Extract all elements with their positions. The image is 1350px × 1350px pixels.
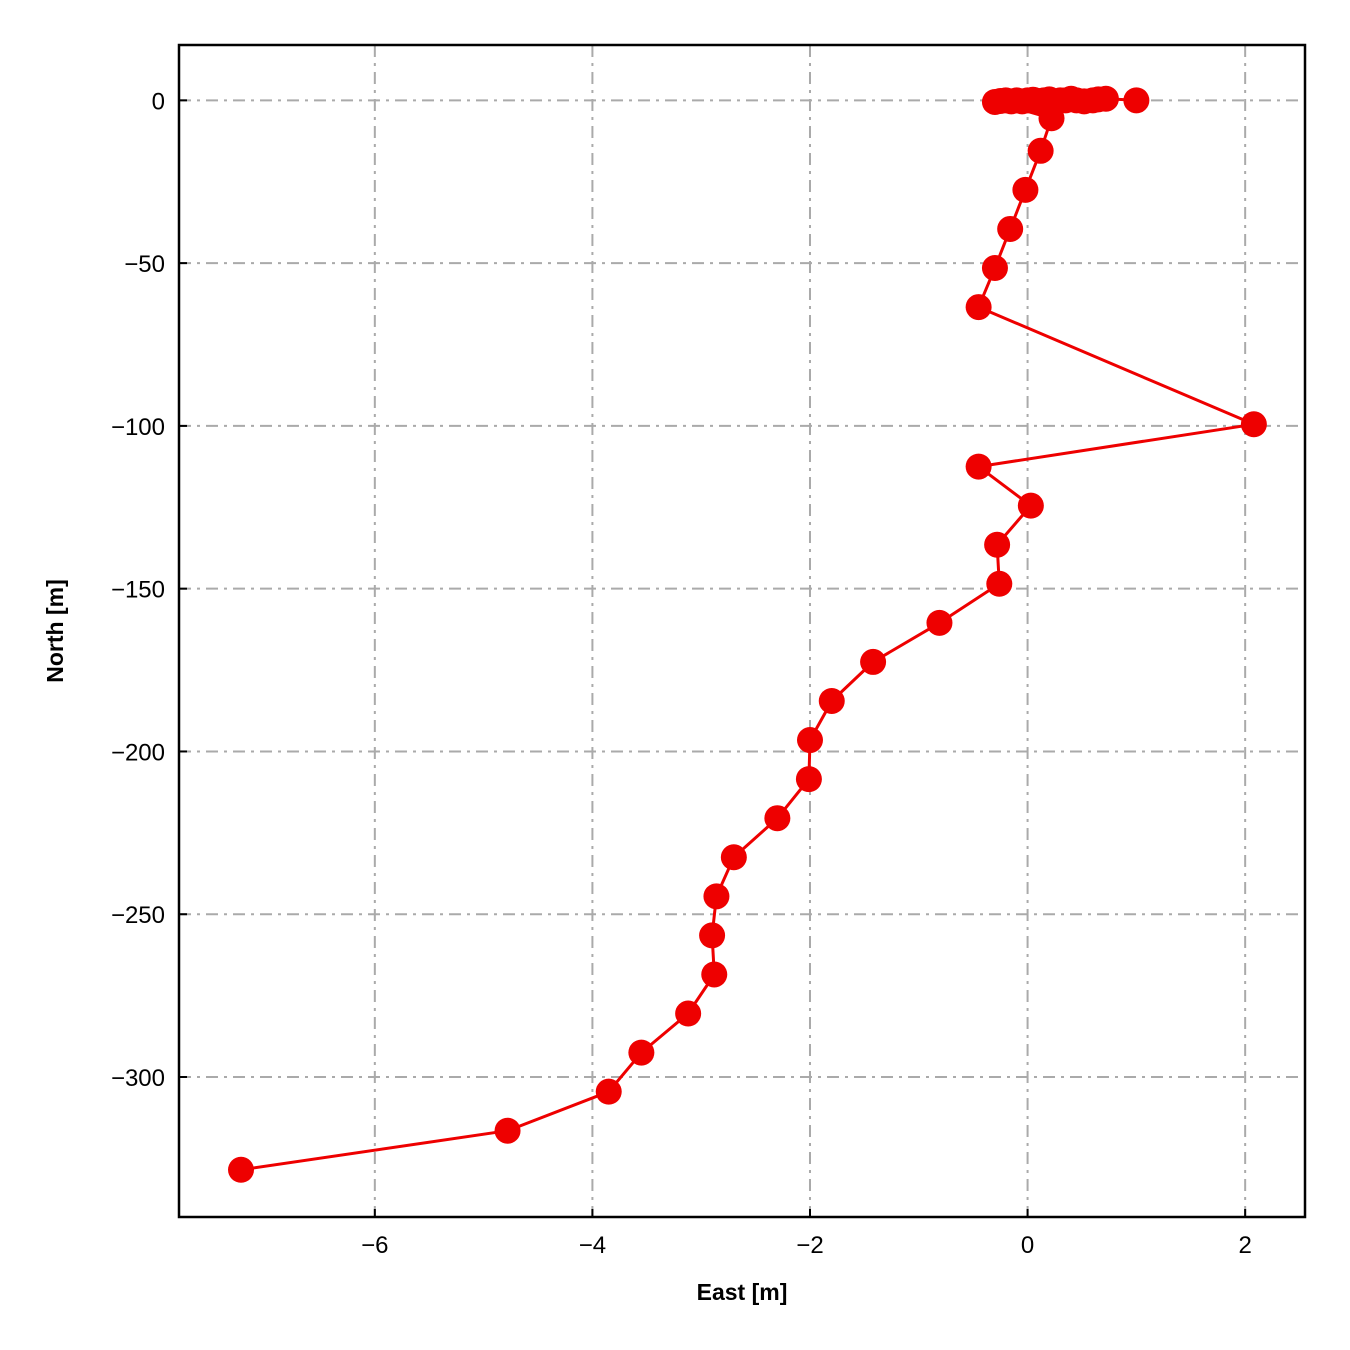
data-point	[1240, 411, 1267, 438]
data-point	[1012, 176, 1039, 203]
data-point	[997, 215, 1024, 242]
data-point	[818, 687, 845, 714]
data-point	[986, 570, 1013, 597]
data-point	[628, 1039, 655, 1066]
data-point	[1038, 105, 1065, 132]
data-point	[1017, 492, 1044, 519]
x-tick-label: −4	[579, 1232, 606, 1259]
data-point	[703, 883, 730, 910]
x-tick-label: 0	[1021, 1232, 1034, 1259]
data-point	[494, 1117, 521, 1144]
y-tick-label: −150	[111, 577, 165, 604]
x-axis-title: East [m]	[697, 1279, 788, 1305]
x-tick-label: −2	[796, 1232, 823, 1259]
series-line	[240, 97, 1256, 1172]
data-point	[228, 1156, 255, 1183]
data-point	[1123, 87, 1150, 114]
data-point	[981, 255, 1008, 282]
y-axis-title: North [m]	[42, 579, 68, 682]
data-point	[965, 294, 992, 321]
data-point	[595, 1078, 622, 1105]
data-point	[1027, 137, 1054, 164]
grid-lines	[179, 45, 1305, 1217]
x-tick-label: 2	[1238, 1232, 1251, 1259]
data-point	[699, 922, 726, 949]
y-tick-label: −250	[111, 902, 165, 929]
axis-ticks: −6 −4 −2 0 2 0 −50 −100 −150 −200 −250 −300	[111, 88, 1252, 1259]
data-point	[675, 1000, 702, 1027]
data-point	[860, 648, 887, 675]
data-point	[981, 88, 1008, 115]
y-tick-label: −100	[111, 414, 165, 441]
data-point	[796, 727, 823, 754]
data-point	[720, 844, 747, 871]
data-point	[701, 961, 728, 988]
data-point	[795, 766, 822, 793]
y-tick-label: −50	[124, 251, 165, 278]
y-tick-label: −300	[111, 1065, 165, 1092]
data-point	[984, 531, 1011, 558]
data-series	[228, 85, 1267, 1183]
data-point	[926, 609, 953, 636]
y-tick-label: 0	[152, 88, 165, 115]
data-point	[965, 453, 992, 480]
y-tick-label: −200	[111, 739, 165, 766]
data-point	[764, 805, 791, 832]
plot-frame	[177, 43, 1307, 1219]
x-tick-label: −6	[361, 1232, 388, 1259]
